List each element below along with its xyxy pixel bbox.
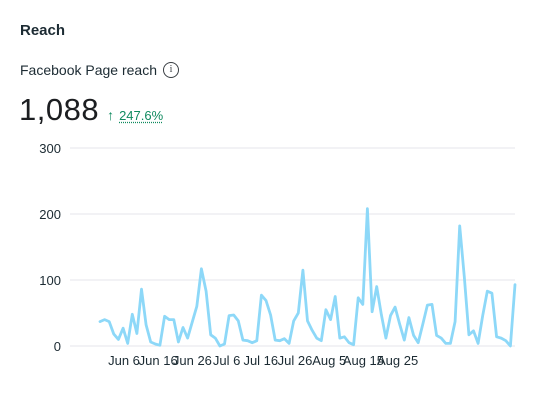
x-tick-label: Jul 26 bbox=[278, 353, 313, 368]
metric-value-row: 1,088 ↑ 247.6% bbox=[19, 92, 163, 128]
change-indicator: ↑ 247.6% bbox=[107, 107, 163, 123]
info-icon[interactable]: i bbox=[162, 62, 179, 78]
y-tick-label: 0 bbox=[54, 339, 61, 354]
metric-value: 1,088 bbox=[19, 92, 100, 127]
x-tick-label: Jul 16 bbox=[243, 353, 278, 368]
x-tick-label: Aug 25 bbox=[377, 353, 418, 368]
arrow-up-icon: ↑ bbox=[107, 107, 115, 123]
change-percent[interactable]: 247.6% bbox=[119, 107, 164, 123]
section-title: Reach bbox=[20, 22, 66, 39]
y-tick-label: 300 bbox=[39, 141, 61, 156]
x-tick-label: Jun 26 bbox=[173, 353, 212, 368]
x-tick-label: Aug 5 bbox=[312, 353, 346, 368]
y-tick-label: 200 bbox=[39, 207, 61, 222]
metric-header: Facebook Page reach i bbox=[20, 62, 179, 78]
y-tick-label: 100 bbox=[39, 273, 61, 288]
x-tick-label: Jun 16 bbox=[139, 353, 178, 368]
x-tick-label: Jul 6 bbox=[213, 353, 240, 368]
x-tick-label: Jun 6 bbox=[108, 353, 140, 368]
x-tick-label: Aug 15 bbox=[343, 353, 384, 368]
metric-label: Facebook Page reach bbox=[20, 62, 157, 78]
reach-series-line[interactable] bbox=[98, 207, 517, 348]
